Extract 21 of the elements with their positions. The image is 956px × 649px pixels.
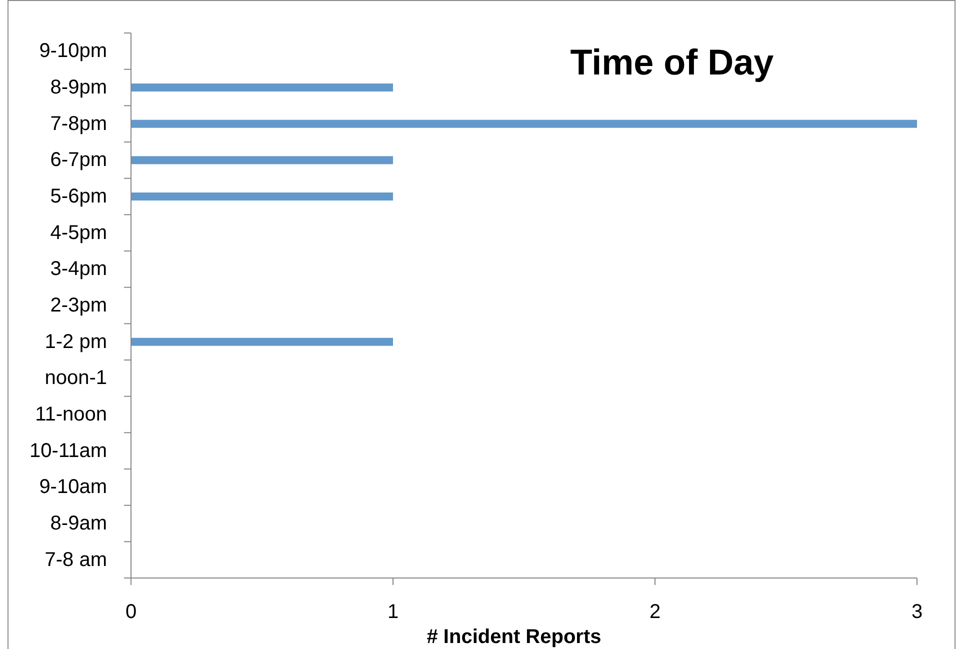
- y-tick-label: 1-2 pm: [44, 330, 107, 353]
- y-tick-label: 9-10am: [39, 476, 107, 498]
- y-tick-label: 8-9pm: [50, 76, 107, 98]
- x-tick-label: 2: [649, 601, 661, 623]
- y-tick-label: 8-9am: [50, 512, 107, 534]
- y-tick-label: noon-1: [44, 367, 107, 390]
- x-tick-label: 3: [911, 601, 923, 623]
- x-tick-label: 0: [125, 601, 137, 623]
- y-tick-label: 6-7pm: [50, 149, 107, 172]
- y-tick-label: 7-8 am: [44, 548, 107, 571]
- y-tick-label: 10-11am: [30, 440, 107, 462]
- y-tick-label: 11-noon: [35, 404, 107, 426]
- y-tick-label: 5-6pm: [50, 186, 107, 208]
- y-tick-label: 4-5pm: [50, 222, 107, 244]
- chart-title: Time of Day: [570, 42, 774, 82]
- y-tick-label: 2-3pm: [50, 294, 107, 316]
- y-tick-label: 9-10pm: [39, 40, 107, 62]
- x-tick-label: 1: [387, 601, 399, 623]
- y-tick-label: 7-8pm: [50, 112, 107, 135]
- x-axis-title: # Incident Reports: [426, 626, 602, 648]
- y-tick-label: 3-4pm: [50, 258, 107, 280]
